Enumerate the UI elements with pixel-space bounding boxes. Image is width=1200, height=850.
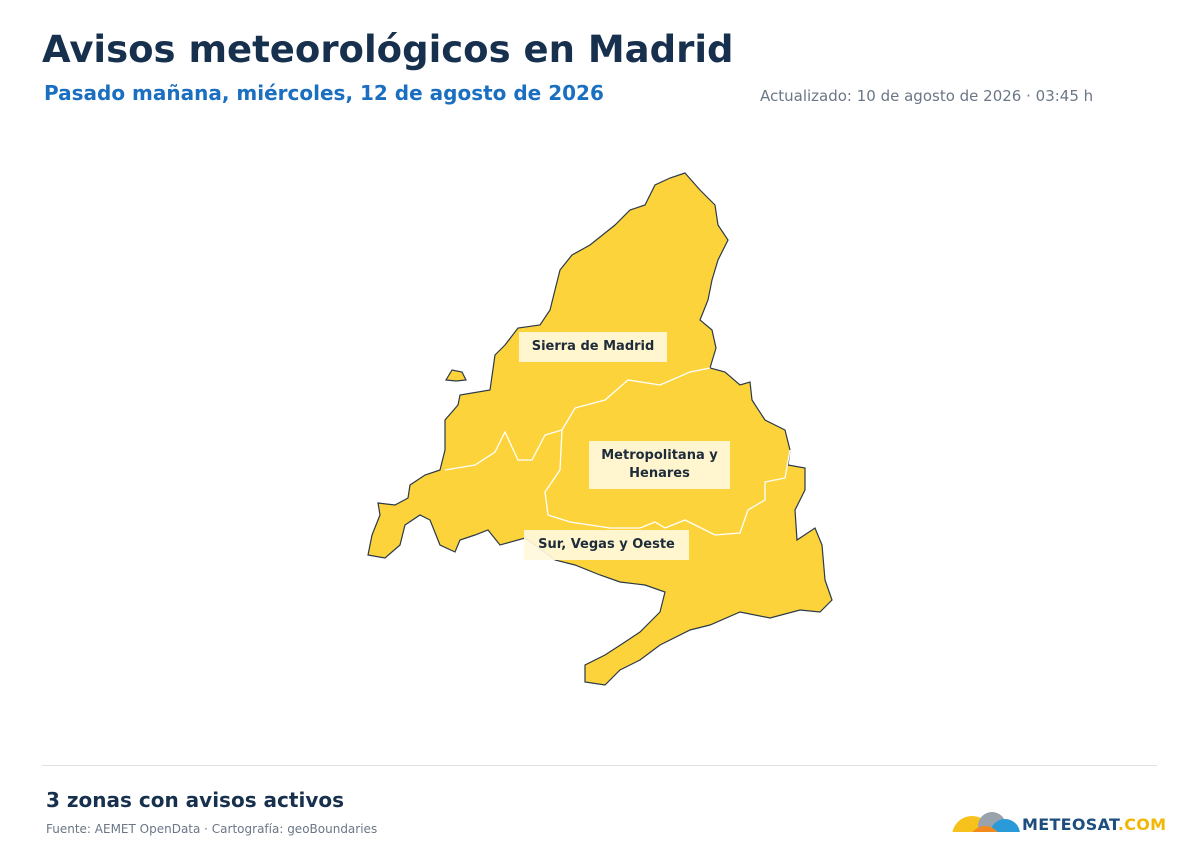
zone-label: Sur, Vegas y Oeste (524, 530, 689, 560)
warning-region-islet (444, 369, 467, 382)
logo[interactable]: METEOSAT.COM (1022, 815, 1166, 834)
zone-border (444, 367, 711, 471)
logo-icon (945, 812, 1025, 850)
divider (42, 765, 1157, 766)
source: Fuente: AEMET OpenData · Cartografía: ge… (46, 822, 378, 836)
logo-text: METEOSAT (1022, 815, 1118, 834)
updated-time: Actualizado: 10 de agosto de 2026 · 03:4… (760, 87, 1094, 105)
summary: 3 zonas con avisos activos (46, 788, 345, 812)
title: Avisos meteorológicos en Madrid (42, 28, 734, 71)
zone-label: Metropolitana y Henares (589, 441, 730, 489)
subtitle: Pasado mañana, miércoles, 12 de agosto d… (44, 81, 604, 105)
zone-border (544, 429, 791, 536)
zone-label: Sierra de Madrid (519, 332, 667, 362)
warning-region (367, 172, 833, 686)
logo-suffix: .COM (1117, 815, 1167, 834)
